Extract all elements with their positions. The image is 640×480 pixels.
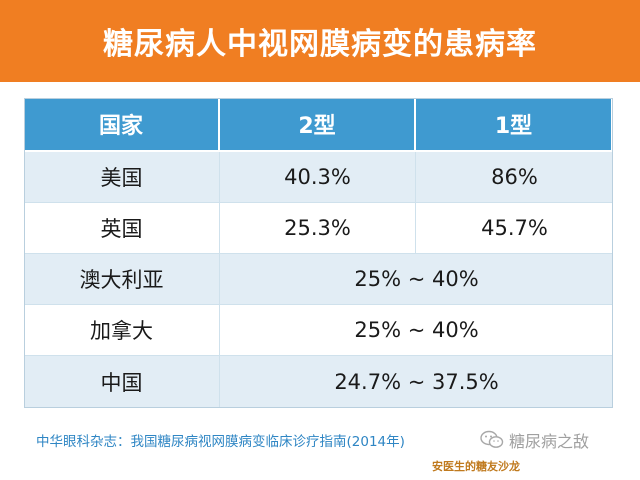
table-grid: 国家 2型 1型 美国 40.3% 86% 英国 25.3% 45.7% 澳大利… bbox=[24, 98, 613, 408]
header-country: 国家 bbox=[24, 98, 220, 152]
cell-type1: 86% bbox=[416, 152, 613, 203]
row-country: 澳大利亚 bbox=[24, 254, 220, 305]
source-citation: 中华眼科杂志：我国糖尿病视网膜病变临床诊疗指南(2014年) bbox=[36, 434, 405, 450]
cell-type2: 25.3% bbox=[220, 203, 416, 254]
cell-combined: 25% ~ 40% bbox=[220, 305, 613, 356]
cell-type1: 45.7% bbox=[416, 203, 613, 254]
row-country: 美国 bbox=[24, 152, 220, 203]
wechat-icon bbox=[480, 430, 504, 448]
header-type1: 1型 bbox=[416, 98, 613, 152]
wechat-account-name: 糖尿病之敌 bbox=[509, 432, 590, 451]
header-type2: 2型 bbox=[220, 98, 416, 152]
row-country: 加拿大 bbox=[24, 305, 220, 356]
cell-type2: 40.3% bbox=[220, 152, 416, 203]
cell-combined: 25% ~ 40% bbox=[220, 254, 613, 305]
signature-text: 安医生的糖友沙龙 bbox=[432, 460, 520, 473]
row-country: 英国 bbox=[24, 203, 220, 254]
row-country: 中国 bbox=[24, 356, 220, 408]
title-bar: 糖尿病人中视网膜病变的患病率 bbox=[0, 0, 640, 82]
page-title: 糖尿病人中视网膜病变的患病率 bbox=[103, 27, 537, 62]
prevalence-table: 国家 2型 1型 美国 40.3% 86% 英国 25.3% 45.7% 澳大利… bbox=[24, 98, 613, 408]
cell-combined: 24.7% ~ 37.5% bbox=[220, 356, 613, 408]
wechat-watermark: 糖尿病之敌 bbox=[480, 428, 589, 452]
